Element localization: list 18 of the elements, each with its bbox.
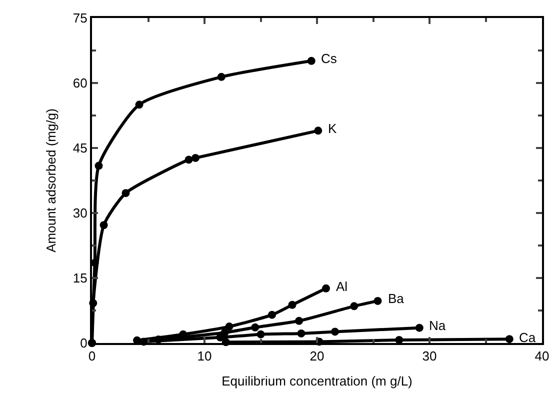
y-tick-label: 60: [72, 76, 88, 91]
x-axis-title: Equilibrium concentration (m g/L): [222, 374, 412, 389]
y-tick-label: 0: [80, 336, 88, 351]
series-label: Al: [336, 279, 348, 294]
y-tick-label: 45: [72, 140, 88, 156]
series-label: K: [328, 121, 337, 136]
series-label: Ba: [388, 291, 405, 306]
y-tick-label: 75: [72, 10, 88, 26]
y-axis-title: Amount adsorbed (mg/g): [43, 108, 58, 252]
x-tick-label: 40: [534, 348, 550, 364]
x-tick-label: 20: [310, 348, 324, 364]
series-label: Na: [429, 318, 446, 333]
y-tick-label: 15: [72, 270, 88, 286]
series-label: Ca: [519, 330, 536, 345]
y-tick-label: 30: [72, 206, 88, 221]
series-label: Cs: [321, 51, 338, 66]
x-tick-label: 10: [197, 348, 212, 364]
x-tick-label: 30: [422, 348, 437, 364]
